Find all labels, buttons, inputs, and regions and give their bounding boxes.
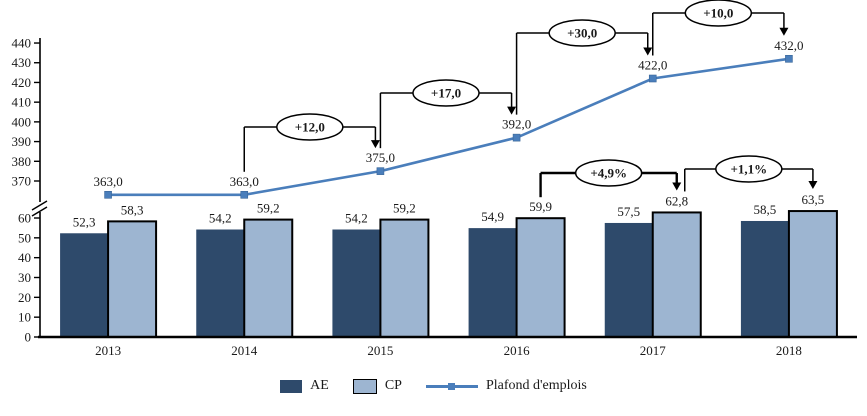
y-tick-label: 10 [18,310,31,325]
annotation-label: +4,9% [590,166,627,181]
bar-label-ae: 54,2 [209,211,232,226]
year-label: 2014 [231,343,258,358]
annotation-label: +10,0 [703,6,733,21]
year-label: 2013 [95,343,121,358]
year-label: 2017 [640,343,667,358]
cp-bar-swatch-icon [352,378,377,394]
legend-item-cp: CP [352,378,402,394]
plafond-line: 363,0 363,0 375,0 392,0 422,0 432,0 [93,38,804,199]
bar-ae-2015 [332,229,381,337]
y-tick-label: 430 [12,55,32,70]
y-tick-label: 20 [18,290,31,305]
legend-label-ae: AE [310,378,329,393]
bar-cp-2017 [651,211,702,338]
line-point-label: 375,0 [366,150,395,165]
y-tick-label: 440 [12,36,32,51]
y-tick-label: 380 [12,154,32,169]
bar-label-cp: 62,8 [665,193,688,208]
line-marker-2016 [512,133,521,142]
bar-ae-2016 [468,228,517,337]
line-point-label: 392,0 [502,117,531,132]
legend-label-cp: CP [384,378,402,393]
line-marker-2015 [376,167,385,175]
line-marker-icon [447,382,455,390]
year-label: 2015 [367,343,393,358]
annotation-label: +17,0 [431,86,461,101]
y-tick-label: 390 [12,134,32,149]
bar-label-ae: 54,2 [345,211,368,226]
bar-label-ae: 52,3 [73,214,96,229]
year-label: 2016 [504,343,531,358]
bar-ae-2013 [60,233,109,337]
bar-label-ae: 54,9 [481,209,504,224]
line-marker-2018 [785,54,793,63]
annotation-label: +12,0 [295,120,325,135]
line-path [108,57,790,197]
bar-label-cp: 59,2 [257,201,280,216]
legend: AE CP Plafond d'emplois [0,378,867,394]
annotation-label: +1,1% [730,162,767,177]
bar-cp-2016 [515,217,566,338]
line-point-label: 363,0 [230,174,259,189]
legend-item-plafond: Plafond d'emplois [425,378,587,394]
axis-break-icon [31,200,48,217]
line-swatch-icon [425,380,478,393]
bar-ae-2014 [196,229,245,337]
y-tick-label: 410 [12,95,32,110]
y-tick-label: 400 [12,114,32,129]
ae-bar-swatch-icon [280,379,303,393]
bar-ae-2017 [604,222,653,337]
bar-label-cp: 59,9 [529,199,552,214]
bar-label-cp: 59,2 [393,201,416,216]
legend-item-ae: AE [280,378,329,394]
bar-cp-2015 [379,218,430,338]
bar-cp-2018 [787,210,838,339]
y-tick-label: 0 [25,330,32,345]
bars: 52,3 58,3 54,2 59,2 54,2 59,2 54,9 59,9 57,5 62,8… [60,192,838,339]
y-tick-label: 420 [12,75,32,90]
legend-label-plafond: Plafond d'emplois [485,378,587,393]
line-marker-2017 [648,74,657,83]
bar-ae-2018 [740,220,789,337]
line-point-label: 422,0 [638,58,667,73]
y-tick-label: 40 [18,250,31,265]
annotation-label: +30,0 [567,26,597,41]
bar-cp-2014 [243,218,294,338]
combo-chart-canvas: 370 380 390 400 410 420 430 440 0 10 20 30 40 50 60 52,… [12,0,857,358]
line-marker-2014 [240,190,249,199]
y-tick-label: 50 [18,230,31,245]
line-point-label: 432,0 [774,38,803,53]
y-tick-label: 370 [12,174,32,189]
bar-label-ae: 58,5 [754,202,777,217]
y-tick-label: 60 [18,211,31,226]
line-delta-annotations: +12,0 +17,0 +30,0 +10,0 [243,0,789,172]
line-point-label: 363,0 [93,174,122,189]
year-label: 2018 [776,343,802,358]
x-axis-labels: 2013 2014 2015 2016 2017 2018 [95,343,802,358]
line-marker-2013 [104,190,112,199]
cp-growth-annotations: +4,9% +1,1% [539,155,818,198]
y-axis: 370 380 390 400 410 420 430 440 0 10 20 30 40 50 60 [12,36,48,345]
bar-label-ae: 57,5 [617,204,640,219]
y-tick-label: 30 [18,270,31,285]
bar-cp-2013 [107,220,158,338]
bar-label-cp: 63,5 [802,192,825,207]
bar-label-cp: 58,3 [121,202,144,217]
